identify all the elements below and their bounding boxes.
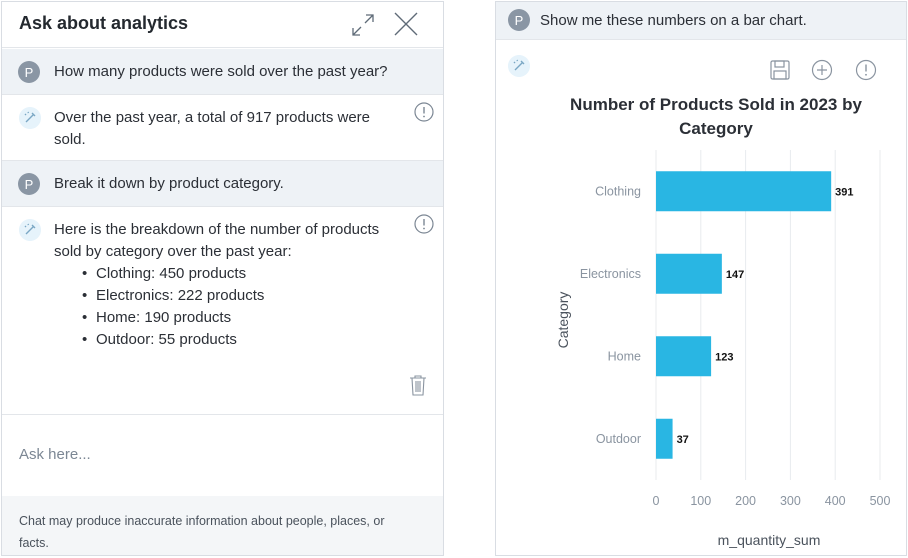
list-item: Electronics: 222 products [78,285,379,307]
data-label: 147 [726,269,744,281]
expand-icon[interactable] [349,11,377,39]
chat-header: Ask about analytics [2,2,443,48]
data-label: 123 [715,351,733,363]
y-tick-label: Outdoor [596,432,641,446]
y-tick-label: Electronics [580,267,641,281]
warning-icon[interactable] [414,102,434,122]
bot-icon [508,55,530,77]
list-item: Home: 190 products [78,307,379,329]
x-tick-label: 300 [780,494,801,508]
add-icon[interactable] [811,59,833,81]
close-icon[interactable] [393,11,419,37]
list-item: Clothing: 450 products [78,263,379,285]
ask-input[interactable] [19,446,419,463]
assistant-message-line: Over the past year, a total of 917 produ… [54,109,371,126]
user-avatar: P [18,173,40,195]
bot-icon [19,219,41,241]
x-tick-label: 400 [825,494,846,508]
assistant-message-line: sold. [54,131,86,148]
chat-title: Ask about analytics [19,13,189,33]
y-axis-label: Category [555,292,571,349]
bar[interactable] [656,336,712,377]
user-avatar: P [508,9,530,31]
category-breakdown-list: Clothing: 450 products Electronics: 222 … [78,263,379,351]
y-tick-label: Clothing [595,184,641,198]
disclaimer-line: Chat may produce inaccurate information … [19,514,385,528]
disclaimer-line: facts. [19,536,49,550]
user-message-text: Break it down by product category. [54,175,284,192]
chat-input-area [2,414,443,496]
bar[interactable] [656,418,673,459]
user-message-text: How many products were sold over the pas… [54,63,388,80]
user-message-text: Show me these numbers on a bar chart. [540,12,807,29]
data-label: 391 [835,186,853,198]
trash-icon[interactable] [408,374,428,396]
x-tick-label: 500 [870,494,891,508]
assistant-message-line: sold by category over the past year: [54,243,292,260]
list-item: Outdoor: 55 products [78,329,379,351]
chat-panel: Ask about analytics P How many products … [1,1,444,556]
warning-icon[interactable] [855,59,877,81]
disclaimer: Chat may produce inaccurate information … [2,496,443,555]
user-avatar: P [18,61,40,83]
user-message: P Show me these numbers on a bar chart. [496,2,906,40]
y-tick-label: Home [608,349,641,363]
bar-chart: Number of Products Sold in 2023 by Categ… [555,95,891,548]
x-tick-label: 100 [690,494,711,508]
user-message: P Break it down by product category. [2,161,443,207]
warning-icon[interactable] [414,214,434,234]
x-axis-label: m_quantity_sum [718,532,821,548]
save-icon[interactable] [769,59,791,81]
bar[interactable] [656,253,722,294]
bot-icon [19,107,41,129]
chart-title: Number of Products Sold in 2023 by [570,95,862,114]
x-tick-label: 0 [653,494,660,508]
visualization-panel: P Show me these numbers on a bar chart. … [495,1,907,556]
user-message: P How many products were sold over the p… [2,49,443,95]
data-label: 37 [677,434,689,446]
x-tick-label: 200 [735,494,756,508]
assistant-message: Over the past year, a total of 917 produ… [2,95,443,161]
assistant-message: Here is the breakdown of the number of p… [2,207,443,413]
chart-title: Category [679,119,753,138]
bar[interactable] [656,171,832,212]
assistant-message-line: Here is the breakdown of the number of p… [54,221,380,238]
